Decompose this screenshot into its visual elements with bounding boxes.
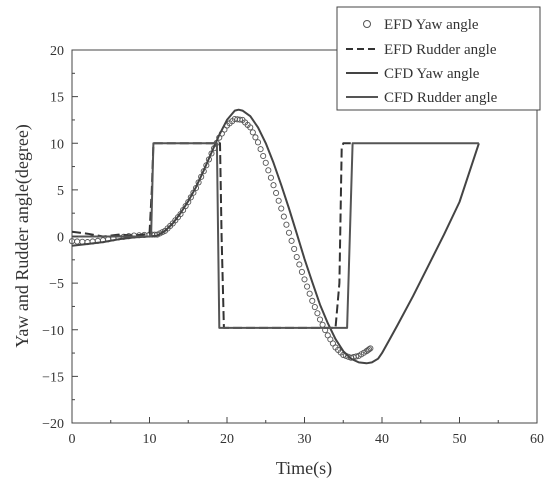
- y-tick-label: −5: [49, 277, 64, 292]
- x-tick-label: 10: [143, 432, 157, 447]
- efd-yaw-angle-marker: [267, 174, 274, 181]
- efd-yaw-angle-marker: [249, 129, 256, 136]
- cfd-rudder-angle-line: [72, 142, 479, 329]
- efd-yaw-angle-marker: [296, 261, 303, 268]
- y-tick-label: −15: [42, 370, 64, 385]
- x-tick-label: 20: [220, 432, 234, 447]
- efd-yaw-angle-marker: [367, 345, 374, 352]
- x-axis: 0 10 20 30 40 50 60: [69, 417, 544, 447]
- legend-item-efd-yaw: EFD Yaw angle: [363, 17, 479, 33]
- efd-yaw-angle-marker: [291, 245, 298, 252]
- legend-label-cfd-rudder: CFD Rudder angle: [384, 90, 498, 106]
- efd-yaw-angle-marker: [273, 189, 280, 197]
- x-axis-title: Time(s): [276, 458, 332, 479]
- x-tick-label: 50: [453, 432, 467, 447]
- y-tick-label: 10: [50, 137, 64, 152]
- legend-label-efd-rudder: EFD Rudder angle: [384, 42, 497, 58]
- efd-yaw-angle-marker: [319, 321, 326, 328]
- efd-yaw-angle-marker: [265, 167, 272, 174]
- efd-yaw-angle-marker: [306, 290, 313, 297]
- efd-yaw-angle-marker: [270, 182, 277, 189]
- y-tick-label: −20: [42, 417, 64, 432]
- efd-yaw-angle-marker: [314, 310, 321, 317]
- legend-label-cfd-yaw: CFD Yaw angle: [384, 66, 480, 82]
- efd-yaw-angle-marker: [275, 197, 282, 204]
- efd-yaw-angle-marker: [260, 152, 267, 160]
- efd-yaw-angle-marker: [311, 304, 318, 311]
- efd-yaw-angle-marker: [278, 205, 285, 212]
- efd-yaw-angle-marker: [288, 237, 295, 244]
- efd-yaw-angle-marker: [298, 268, 305, 275]
- efd-yaw-angle-marker: [280, 213, 287, 220]
- efd-yaw-angle-marker: [262, 159, 269, 166]
- y-tick-label: 20: [50, 44, 64, 59]
- efd-yaw-angle-marker: [247, 124, 254, 131]
- efd-yaw-angle-marker: [254, 139, 262, 146]
- efd-yaw-angle-marker: [301, 276, 308, 283]
- y-tick-label: 0: [57, 231, 64, 246]
- efd-yaw-angle-marker: [285, 229, 293, 236]
- efd-yaw-angle-marker: [304, 283, 311, 290]
- efd-yaw-angle-marker: [252, 134, 259, 141]
- x-tick-label: 30: [298, 432, 312, 447]
- efd-yaw-angle-marker: [316, 316, 324, 323]
- legend: EFD Yaw angle EFD Rudder angle CFD Yaw a…: [336, 6, 541, 111]
- x-tick-label: 40: [375, 432, 389, 447]
- efd-yaw-angle-marker: [293, 253, 300, 261]
- y-tick-label: 5: [57, 184, 64, 199]
- efd-yaw-angle-marker: [283, 221, 290, 228]
- x-tick-label: 60: [530, 432, 544, 447]
- y-axis-title: Yaw and Rudder angle(degree): [12, 124, 33, 348]
- cfd-yaw-angle-line: [71, 108, 480, 365]
- legend-circle-marker-icon: [363, 20, 371, 28]
- y-axis: −20 −15 −10 −5 0 5 10 15 20: [42, 44, 78, 432]
- y-tick-label: 15: [50, 91, 64, 106]
- efd-yaw-angle-marker: [236, 116, 243, 123]
- efd-yaw-angle-marker: [74, 238, 81, 245]
- series-layer: [68, 108, 480, 365]
- y-tick-label: −10: [42, 324, 64, 339]
- legend-item-cfd-yaw: CFD Yaw angle: [346, 66, 480, 82]
- efd-yaw-angle-marker: [309, 297, 316, 304]
- efd-yaw-angle-marker: [366, 346, 373, 353]
- legend-item-efd-rudder: EFD Rudder angle: [346, 42, 497, 58]
- efd-yaw-angle-marker: [257, 146, 264, 153]
- x-tick-label: 0: [69, 432, 76, 447]
- legend-item-cfd-rudder: CFD Rudder angle: [346, 90, 498, 106]
- legend-label-efd-yaw: EFD Yaw angle: [384, 17, 479, 33]
- efd-yaw-angle-marker: [353, 353, 360, 360]
